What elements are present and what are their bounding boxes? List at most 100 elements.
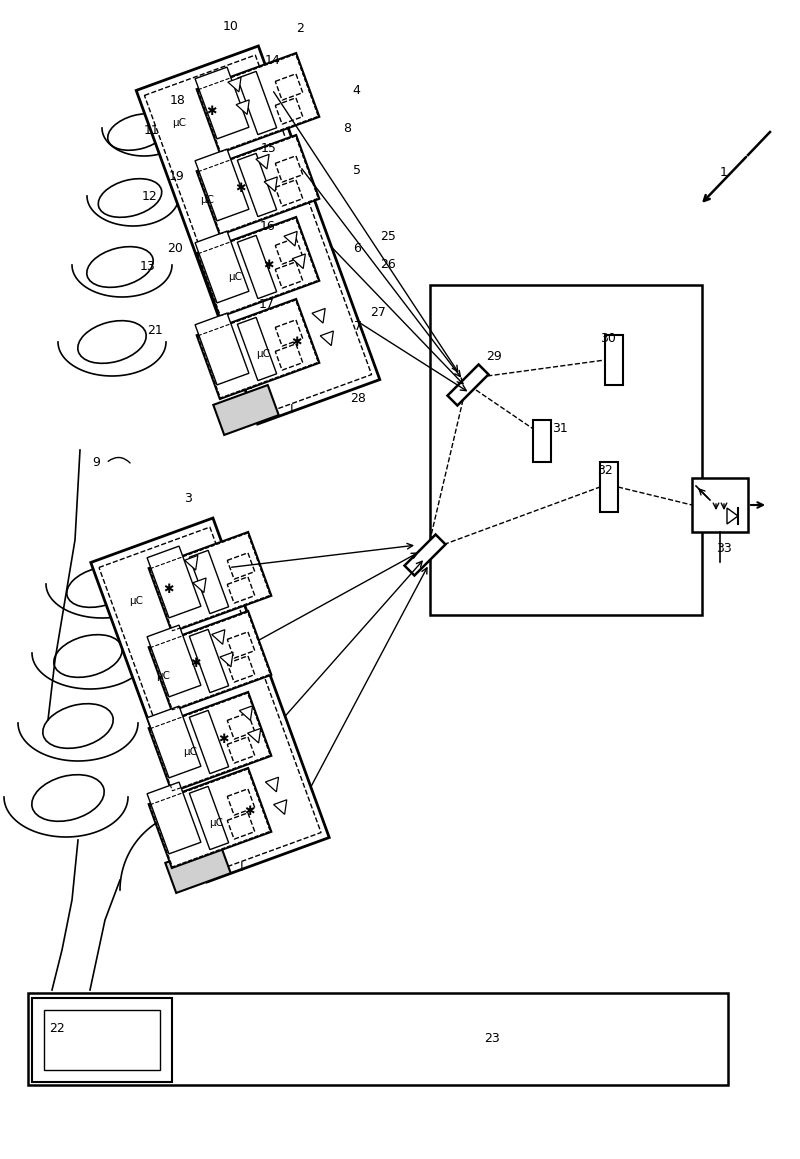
- Ellipse shape: [54, 635, 122, 677]
- Polygon shape: [275, 238, 302, 264]
- Ellipse shape: [86, 247, 154, 287]
- Polygon shape: [90, 518, 330, 882]
- Text: μC: μC: [129, 597, 143, 606]
- Ellipse shape: [66, 567, 134, 607]
- Polygon shape: [197, 53, 319, 153]
- Text: 20: 20: [167, 241, 183, 255]
- Text: 2: 2: [296, 22, 304, 35]
- Polygon shape: [239, 706, 253, 721]
- Text: 17: 17: [259, 299, 275, 312]
- Text: μC: μC: [183, 746, 198, 757]
- Polygon shape: [227, 789, 254, 815]
- Text: ✱: ✱: [206, 104, 217, 118]
- Text: 14: 14: [265, 53, 281, 66]
- Text: μC: μC: [156, 671, 170, 680]
- Polygon shape: [190, 787, 229, 850]
- Ellipse shape: [78, 321, 146, 363]
- Polygon shape: [447, 364, 489, 406]
- Text: 32: 32: [597, 464, 613, 476]
- Text: ✱: ✱: [262, 258, 274, 272]
- Text: 5: 5: [353, 163, 361, 176]
- Text: 7: 7: [354, 320, 362, 333]
- Text: ✱: ✱: [291, 336, 302, 349]
- Text: 31: 31: [552, 422, 568, 435]
- Polygon shape: [147, 706, 201, 778]
- Polygon shape: [727, 508, 738, 524]
- Polygon shape: [197, 299, 319, 399]
- Polygon shape: [275, 180, 302, 206]
- Polygon shape: [275, 262, 302, 289]
- Polygon shape: [149, 768, 271, 868]
- Polygon shape: [190, 629, 229, 693]
- Polygon shape: [145, 56, 371, 415]
- Polygon shape: [275, 344, 302, 370]
- Polygon shape: [275, 320, 302, 347]
- Polygon shape: [193, 578, 206, 592]
- Text: μC: μC: [228, 272, 242, 283]
- Polygon shape: [136, 46, 380, 424]
- Polygon shape: [236, 100, 250, 115]
- Polygon shape: [227, 553, 254, 580]
- Polygon shape: [227, 632, 254, 658]
- Polygon shape: [227, 577, 254, 603]
- Bar: [44, 1009, 160, 1070]
- Polygon shape: [190, 551, 229, 613]
- Polygon shape: [256, 154, 269, 169]
- Bar: [28, 993, 728, 1085]
- Text: 18: 18: [170, 94, 186, 107]
- Text: 6: 6: [353, 241, 361, 255]
- Text: 22: 22: [49, 1021, 65, 1035]
- Polygon shape: [149, 532, 271, 632]
- Bar: [32, 998, 172, 1083]
- Polygon shape: [214, 385, 278, 435]
- Polygon shape: [197, 217, 319, 318]
- Polygon shape: [275, 74, 302, 100]
- Text: 29: 29: [486, 350, 502, 363]
- Polygon shape: [99, 527, 321, 873]
- Text: 21: 21: [147, 323, 163, 336]
- Text: 10: 10: [223, 20, 239, 32]
- Ellipse shape: [98, 178, 162, 218]
- Polygon shape: [197, 134, 319, 235]
- Text: 1: 1: [720, 166, 728, 178]
- Polygon shape: [227, 713, 254, 739]
- Polygon shape: [312, 308, 325, 323]
- Polygon shape: [147, 782, 201, 854]
- Text: μC: μC: [172, 118, 186, 129]
- Polygon shape: [292, 254, 306, 269]
- Ellipse shape: [32, 774, 104, 822]
- Bar: [430, 285, 702, 615]
- Polygon shape: [320, 331, 334, 345]
- Text: ✱: ✱: [190, 657, 201, 670]
- Bar: [605, 335, 623, 385]
- Polygon shape: [238, 235, 277, 299]
- Polygon shape: [166, 843, 230, 892]
- Bar: [533, 420, 551, 462]
- Polygon shape: [195, 231, 249, 302]
- Polygon shape: [238, 72, 277, 134]
- Text: 19: 19: [169, 169, 185, 182]
- Polygon shape: [227, 812, 254, 839]
- Bar: [600, 462, 618, 512]
- Polygon shape: [266, 778, 278, 792]
- Polygon shape: [264, 177, 278, 191]
- Polygon shape: [248, 728, 261, 743]
- Polygon shape: [149, 692, 271, 792]
- Polygon shape: [190, 710, 229, 773]
- Text: 25: 25: [380, 229, 396, 242]
- Polygon shape: [147, 625, 201, 697]
- Polygon shape: [185, 555, 198, 570]
- Polygon shape: [149, 611, 271, 712]
- Text: ✱: ✱: [244, 804, 254, 818]
- Text: μC: μC: [200, 196, 214, 205]
- Polygon shape: [274, 800, 286, 815]
- Text: 8: 8: [343, 122, 351, 134]
- Text: 12: 12: [142, 190, 158, 204]
- Polygon shape: [195, 67, 249, 139]
- Text: ✱: ✱: [163, 583, 174, 596]
- Bar: [692, 478, 748, 532]
- Polygon shape: [275, 97, 302, 124]
- Polygon shape: [284, 232, 297, 246]
- Polygon shape: [227, 656, 254, 683]
- Polygon shape: [238, 153, 277, 217]
